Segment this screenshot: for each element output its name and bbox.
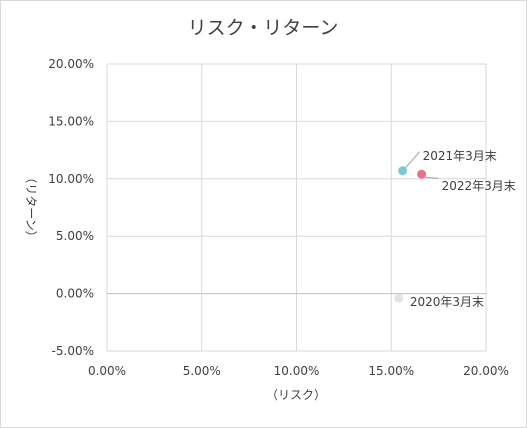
tick-labels: 0.00% 5.00% 10.00% 15.00% 20.00% -5.00% 0.00% 5…: [48, 57, 509, 378]
leader-line: [424, 176, 439, 179]
data-labels: 2021年3月末 2022年3月末 2020年3月末: [410, 149, 516, 309]
data-label: 2022年3月末: [442, 179, 516, 193]
y-tick-label: 0.00%: [56, 287, 94, 301]
data-label: 2021年3月末: [423, 149, 497, 163]
y-tick-label: 5.00%: [56, 229, 94, 243]
y-tick-label: 20.00%: [48, 57, 94, 71]
data-point: [417, 169, 427, 179]
y-axis-label: （リターン）: [24, 171, 38, 242]
x-axis-label: （リスク）: [266, 388, 326, 402]
x-tick-label: 20.00%: [463, 364, 509, 378]
y-tick-label: -5.00%: [52, 344, 94, 358]
leader-line: [405, 151, 420, 169]
x-tick-label: 5.00%: [183, 364, 221, 378]
data-point: [394, 293, 404, 303]
y-tick-label: 15.00%: [48, 114, 94, 128]
x-tick-label: 10.00%: [274, 364, 320, 378]
data-points: [394, 166, 427, 303]
y-tick-label: 10.00%: [48, 172, 94, 186]
chart-title: リスク・リターン: [188, 17, 339, 39]
grid-lines: [106, 63, 487, 352]
leader-lines: [405, 151, 439, 179]
data-label: 2020年3月末: [410, 295, 484, 309]
x-tick-label: 15.00%: [368, 364, 414, 378]
data-point: [398, 166, 408, 176]
x-tick-label: 0.00%: [88, 364, 126, 378]
